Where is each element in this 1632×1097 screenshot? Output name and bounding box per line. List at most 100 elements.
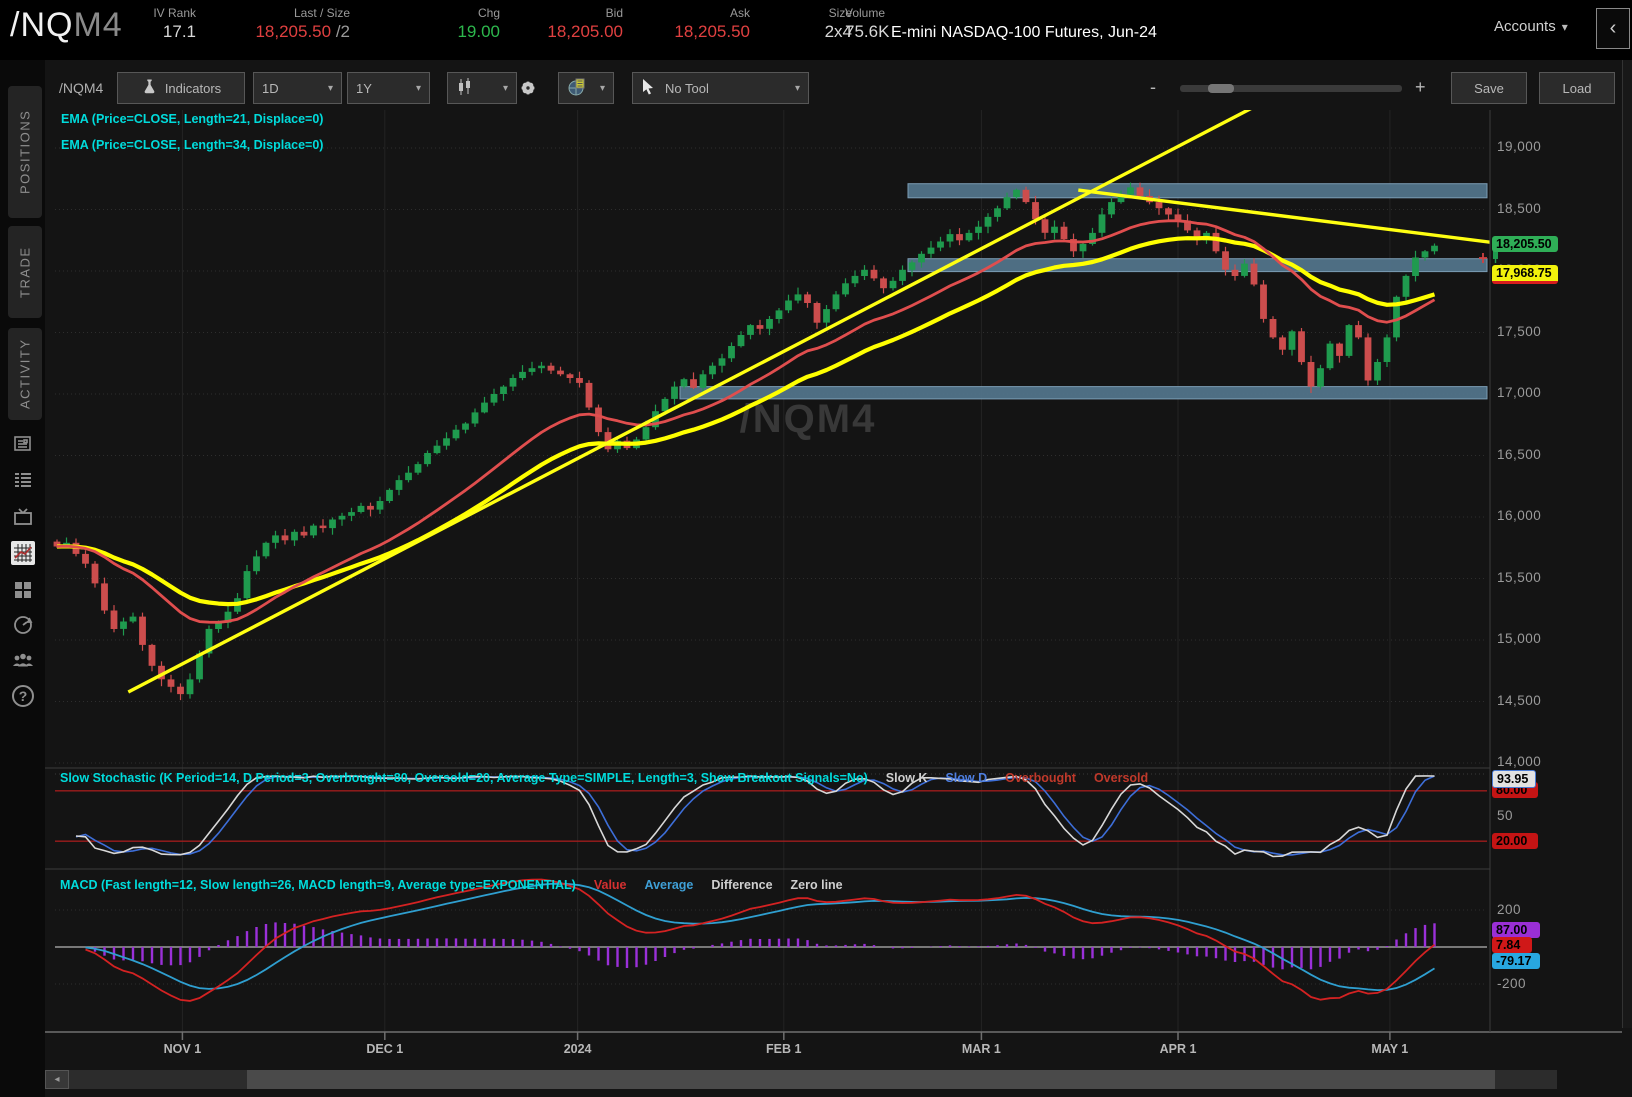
macd-difference-badge: 87.00	[1492, 922, 1540, 938]
date-tick: 2024	[563, 1042, 592, 1056]
stoch-current-badge: 93.95	[1492, 770, 1536, 788]
date-tick: FEB 1	[766, 1042, 802, 1056]
zoom-slider[interactable]	[1180, 84, 1402, 93]
legend-difference: Difference	[711, 878, 773, 892]
ema-value-badge: 17,968.75	[1492, 265, 1558, 284]
table-icon[interactable]	[11, 468, 35, 492]
price-tick: 15,000	[1497, 631, 1542, 646]
chevron-down-icon: ▾	[327, 82, 333, 94]
sidebar-tab-trade[interactable]: TRADE	[8, 226, 42, 318]
legend-zero-line: Zero line	[790, 878, 843, 892]
price-tick: 17,500	[1497, 323, 1542, 339]
grid-icon[interactable]	[11, 578, 35, 602]
stat-bid: Bid 18,205.00	[547, 6, 623, 41]
right-panel-gripper[interactable]	[1622, 60, 1632, 1028]
zoom-slider-thumb[interactable]	[1208, 84, 1234, 93]
chevron-down-icon: ▾	[415, 82, 421, 94]
price-tick: 18,500	[1497, 200, 1542, 216]
macd-header: MACD (Fast length=12, Slow length=26, MA…	[60, 878, 843, 892]
macd-average-badge: -79.17	[1492, 953, 1540, 969]
flask-icon	[141, 78, 158, 98]
legend-average: Average	[644, 878, 694, 892]
date-tick: NOV 1	[163, 1042, 202, 1056]
sidebar-tab-activity[interactable]: ACTIVITY	[8, 328, 42, 420]
price-tick: 16,000	[1497, 508, 1542, 523]
zoom-out-button[interactable]: -	[1150, 77, 1156, 97]
ema34-label: EMA (Price=CLOSE, Length=34, Displace=0)	[61, 138, 324, 152]
history-icon[interactable]	[11, 613, 35, 637]
scrollbar-thumb[interactable]	[247, 1070, 1495, 1089]
indicators-button[interactable]: Indicators	[117, 72, 245, 104]
contract-title: E-mini NASDAQ-100 Futures, Jun-24	[891, 24, 1157, 41]
symbol-month: M4	[73, 6, 123, 44]
stochastic-header: Slow Stochastic (K Period=14, D Period=3…	[60, 771, 1148, 785]
sidebar-tab-positions[interactable]: POSITIONS	[8, 86, 42, 218]
price-tick: 14,000	[1497, 754, 1542, 769]
chart-icon-active[interactable]	[11, 541, 35, 565]
last-price-badge: 18,205.50	[1492, 236, 1558, 252]
help-icon[interactable]: ?	[12, 685, 34, 707]
cursor-icon	[641, 78, 655, 98]
stat-size: Size 2x4	[824, 6, 852, 41]
chevron-down-icon: ▾	[599, 82, 605, 94]
chart-canvas[interactable]: /NQM4	[45, 60, 1632, 1097]
legend-slow-k: Slow K	[885, 771, 928, 785]
save-button[interactable]: Save	[1451, 72, 1527, 104]
stoch-oversold-badge: 20.00	[1492, 833, 1538, 849]
accounts-menu[interactable]: Accounts ▾	[1494, 18, 1568, 35]
price-tick: 14,500	[1497, 692, 1542, 708]
tv-icon[interactable]	[11, 505, 35, 529]
timeframe-dropdown[interactable]: 1D ▾	[253, 72, 342, 104]
stat-last-size: Last / Size 18,205.50 /2	[255, 6, 350, 41]
chevron-down-icon: ▾	[502, 82, 508, 94]
stochastic-label: Slow Stochastic (K Period=14, D Period=3…	[60, 771, 868, 785]
quote-header: /NQM4 IV Rank 17.1 Last / Size 18,205.50…	[0, 0, 1632, 60]
macd-top-label: 200	[1497, 902, 1522, 917]
date-tick: APR 1	[1159, 1042, 1197, 1056]
ema21-label: EMA (Price=CLOSE, Length=21, Displace=0)	[61, 112, 324, 126]
toolbar-symbol-label: /NQM4	[59, 80, 104, 96]
macd-value-badge: 7.84	[1492, 937, 1532, 953]
zoom-in-button[interactable]: +	[1415, 77, 1426, 97]
range-dropdown[interactable]: 1Y ▾	[347, 72, 430, 104]
scroll-left-button[interactable]: ◂	[45, 1070, 69, 1089]
price-tick: 19,000	[1497, 139, 1542, 154]
price-tick: 16,500	[1497, 446, 1542, 462]
macd-label: MACD (Fast length=12, Slow length=26, MA…	[60, 878, 576, 892]
horizontal-scrollbar[interactable]: ◂	[45, 1070, 1557, 1089]
stoch-mid-label: 50	[1497, 808, 1514, 823]
legend-value: Value	[593, 878, 627, 892]
stat-volume: Volume 75.6K	[845, 6, 890, 41]
svg-text:/NQM4: /NQM4	[740, 397, 877, 441]
legend-slow-d: Slow D	[945, 771, 988, 785]
stat-iv-rank: IV Rank 17.1	[153, 6, 196, 41]
chevron-down-icon: ▾	[794, 82, 800, 94]
macd-bottom-label: -200	[1497, 976, 1527, 991]
date-tick: MAR 1	[961, 1042, 1001, 1056]
price-tick: 17,000	[1497, 385, 1542, 400]
price-tick: 15,500	[1497, 569, 1542, 585]
legend-oversold: Oversold	[1093, 771, 1149, 785]
date-tick: DEC 1	[366, 1042, 404, 1056]
people-icon[interactable]	[11, 648, 35, 672]
collapse-left-icon: ‹	[1609, 17, 1617, 39]
chart-style-dropdown[interactable]: ▾	[447, 72, 517, 104]
load-button[interactable]: Load	[1539, 72, 1615, 104]
sidebar: POSITIONS TRADE ACTIVITY ?	[0, 60, 45, 1097]
chevron-down-icon: ▾	[1561, 20, 1568, 34]
news-icon[interactable]	[11, 432, 35, 456]
collapse-panel-button[interactable]: ‹	[1596, 8, 1630, 49]
globe-grid-icon	[567, 77, 587, 100]
chart-region: /NQM4 /NQM4 Indicators 1D ▾ 1Y ▾ ▾ ▾ No To…	[45, 60, 1632, 1097]
legend-overbought: Overbought	[1005, 771, 1076, 785]
symbol-root: /NQ	[10, 6, 74, 44]
gear-icon	[515, 81, 541, 102]
chart-settings-button[interactable]	[515, 72, 541, 104]
symbol-title: /NQM4	[10, 6, 123, 45]
drawing-set-dropdown[interactable]: ▾	[558, 72, 614, 104]
stat-chg: Chg 19.00	[457, 6, 500, 41]
active-tool-dropdown[interactable]: No Tool ▾	[632, 72, 809, 104]
stat-ask: Ask 18,205.50	[674, 6, 750, 41]
scroll-left-icon: ◂	[54, 1074, 60, 1085]
